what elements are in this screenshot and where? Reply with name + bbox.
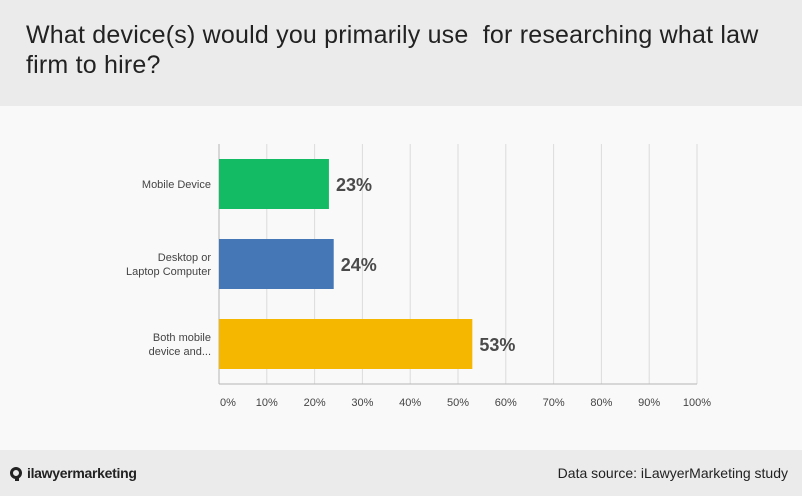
x-tick-label: 80% [590, 397, 612, 409]
x-tick-label: 70% [543, 397, 565, 409]
x-tick-label: 0% [220, 397, 236, 409]
chart-title: What device(s) would you primarily use f… [26, 21, 766, 79]
data-label: 24% [341, 255, 377, 275]
bar [219, 159, 329, 209]
x-tick-label: 100% [683, 397, 711, 409]
x-tick-label: 20% [304, 397, 326, 409]
x-tick-label: 10% [256, 397, 278, 409]
chart-area: 0% 10% 20% 30% 40% 50% 60% 70% 80% 90% 100% Mobile … [0, 106, 802, 450]
brand-name: ilawyermarketing [27, 465, 137, 481]
bar-chart: 0% 10% 20% 30% 40% 50% 60% 70% 80% 90% 100% Mobile … [126, 144, 711, 409]
footer-panel: ilawyermarketing Data source: iLawyerMar… [0, 450, 802, 496]
x-tick-label: 60% [495, 397, 517, 409]
bar [219, 239, 334, 289]
bar [219, 319, 473, 369]
x-tick-label: 40% [399, 397, 421, 409]
category-label: Desktop or Laptop Computer [126, 252, 211, 278]
category-label: Mobile Device [142, 179, 211, 191]
data-label: 53% [479, 335, 515, 355]
brand-logo[interactable]: ilawyermarketing [10, 464, 137, 482]
brand-logo-icon [10, 467, 22, 481]
category-label: Both mobile device and... [149, 332, 211, 358]
x-tick-label: 50% [447, 397, 469, 409]
header-panel: What device(s) would you primarily use f… [0, 0, 802, 106]
data-label: 23% [336, 175, 372, 195]
data-source: Data source: iLawyerMarketing study [557, 465, 788, 481]
x-tick-label: 90% [638, 397, 660, 409]
x-tick-label: 30% [351, 397, 373, 409]
